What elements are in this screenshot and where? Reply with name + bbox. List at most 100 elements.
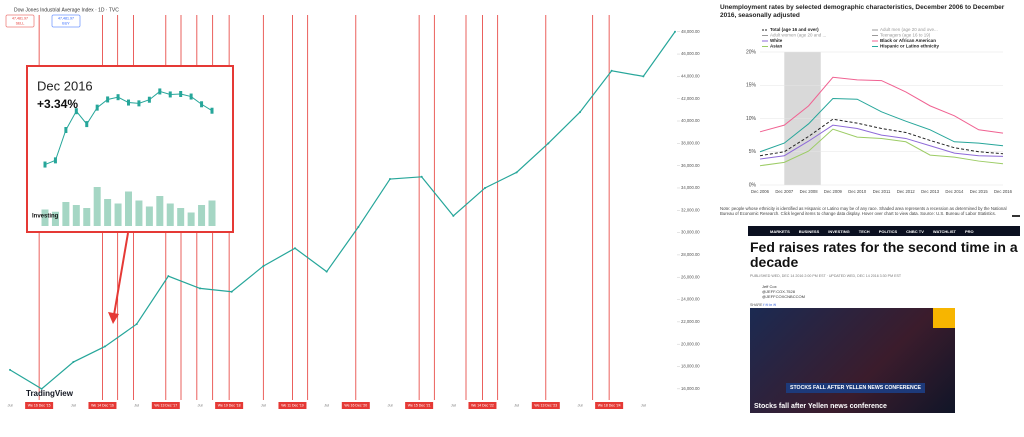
x-tick-label: Dec 2016 [994,189,1013,194]
y-tick-label: 34,000.00 [681,185,700,190]
x-tick-label: Dec 2008 [800,189,819,194]
x-tick-label: Jul [7,403,12,408]
inset-candle [147,96,151,103]
series-line [759,128,1004,167]
legend-label[interactable]: Teenagers (age 16 to 19) [880,33,931,38]
y-tick-label: 46,000.00 [681,51,700,56]
share-label: SHARE [750,303,763,307]
y-tick-label: 5% [749,149,757,155]
buy-price: 47,481.97 [58,16,74,20]
event-label: We 14 Dec '16 [91,404,114,408]
x-tick-label: Dec 2010 [848,189,867,194]
buy-label: BUY [62,21,70,25]
inset-candle [64,127,68,133]
nav-link[interactable]: CNBC TV [906,228,924,234]
handle[interactable]: @JEFFCOXCNBCCOM [762,294,805,299]
price-point [72,361,75,364]
legend-label[interactable]: Black or African American [880,38,936,43]
price-line [9,31,676,390]
event-label: We 15 Dec '21 [408,404,431,408]
y-tick-label: 20% [746,49,757,55]
volume-bar [145,206,153,226]
nav-link[interactable]: INVESTING [828,228,850,234]
event-label-box [151,402,180,409]
play-button[interactable] [933,308,955,328]
volume-bar [104,199,112,226]
x-tick-label: Jul [577,403,582,408]
legend-label[interactable]: Asian [770,44,783,49]
volume-bar [187,212,195,226]
price-point [135,323,138,326]
volume-bar [62,202,70,226]
nav-link[interactable]: WATCHLIST [932,228,956,234]
video[interactable]: STOCKS FALL AFTER YELLEN NEWS CONFERENCE… [750,308,955,413]
author-name[interactable]: Jeff Cox [762,284,777,289]
y-tick-label: 24,000.00 [681,297,700,302]
x-tick-label: Jul [261,403,266,408]
event-label: We 16 Dec '15 [28,404,51,408]
article: MARKETS BUSINESS INVESTING TECH POLITICS CNBC… [748,226,1020,434]
x-tick-label: Dec 2012 [897,189,916,194]
brand: TradingView [26,389,74,398]
volume-bar [156,196,164,226]
y-tick-label: 38,000.00 [681,140,700,145]
volume-bar [41,209,49,226]
nav-link[interactable]: PRO [964,228,974,234]
price-point [230,290,233,293]
event-label: We 14 Dec '22 [471,404,494,408]
price-point [262,265,265,268]
volume-bar [125,191,132,226]
inset-candle [85,121,89,128]
event-label: We 11 Dec '19 [281,404,304,408]
event-label-box [405,402,434,409]
nav-link[interactable]: POLITICS [878,228,898,234]
x-tick-label: Dec 2007 [775,189,794,194]
price-point [484,186,486,189]
volume-bar [72,205,80,226]
x-tick-label: Jul [451,403,456,408]
legend-label[interactable]: Adult women (age 20 and ... [770,33,826,38]
inset-candle [106,96,110,103]
event-label-box [25,402,54,409]
y-tick-label: 30,000.00 [681,230,700,235]
price-point [420,175,423,178]
legend-label[interactable]: Hispanic or Latino ethnicity [880,44,940,49]
inset-candle [189,93,193,100]
price-point [610,69,613,72]
x-tick-label: Jul [387,403,392,408]
volume-bar [135,200,143,226]
y-tick-label: 16,000.00 [681,386,700,391]
arrow [113,232,129,316]
inset-candle [137,100,141,107]
handle[interactable]: @JEFF.COX.7528 [762,289,795,294]
price-point [642,75,645,78]
price-point [294,247,296,250]
inset-candle [53,157,57,164]
chart-note: Note: people whose ethnicity is identifi… [720,206,1007,216]
x-tick-label: Dec 2013 [921,189,940,194]
inset-title: Dec 2016 [37,78,93,93]
event-label: We 16 Dec '20 [344,404,367,408]
buy-box [51,14,81,28]
y-tick-label: 26,000.00 [681,274,700,279]
price-point [9,368,11,371]
x-tick-label: Jul [71,403,76,408]
event-label-box [215,402,244,409]
price-point [547,142,550,145]
price-point [199,287,201,290]
price-point [40,387,43,390]
legend-label[interactable]: Total (age 16 and over) [770,27,819,32]
y-tick-label: 0% [749,182,757,188]
inset-candle [43,161,47,168]
nav-link[interactable]: MARKETS [770,228,790,234]
nav-link[interactable]: TECH [858,228,870,234]
legend-label[interactable]: Adult men (age 20 and ove... [880,27,938,32]
y-tick-label: 40,000.00 [681,118,700,123]
y-tick-label: 18,000.00 [681,364,700,369]
event-label-box [531,402,560,409]
price-point [579,111,581,114]
nav-link[interactable]: BUSINESS [798,228,820,234]
legend-label[interactable]: White [770,38,783,43]
